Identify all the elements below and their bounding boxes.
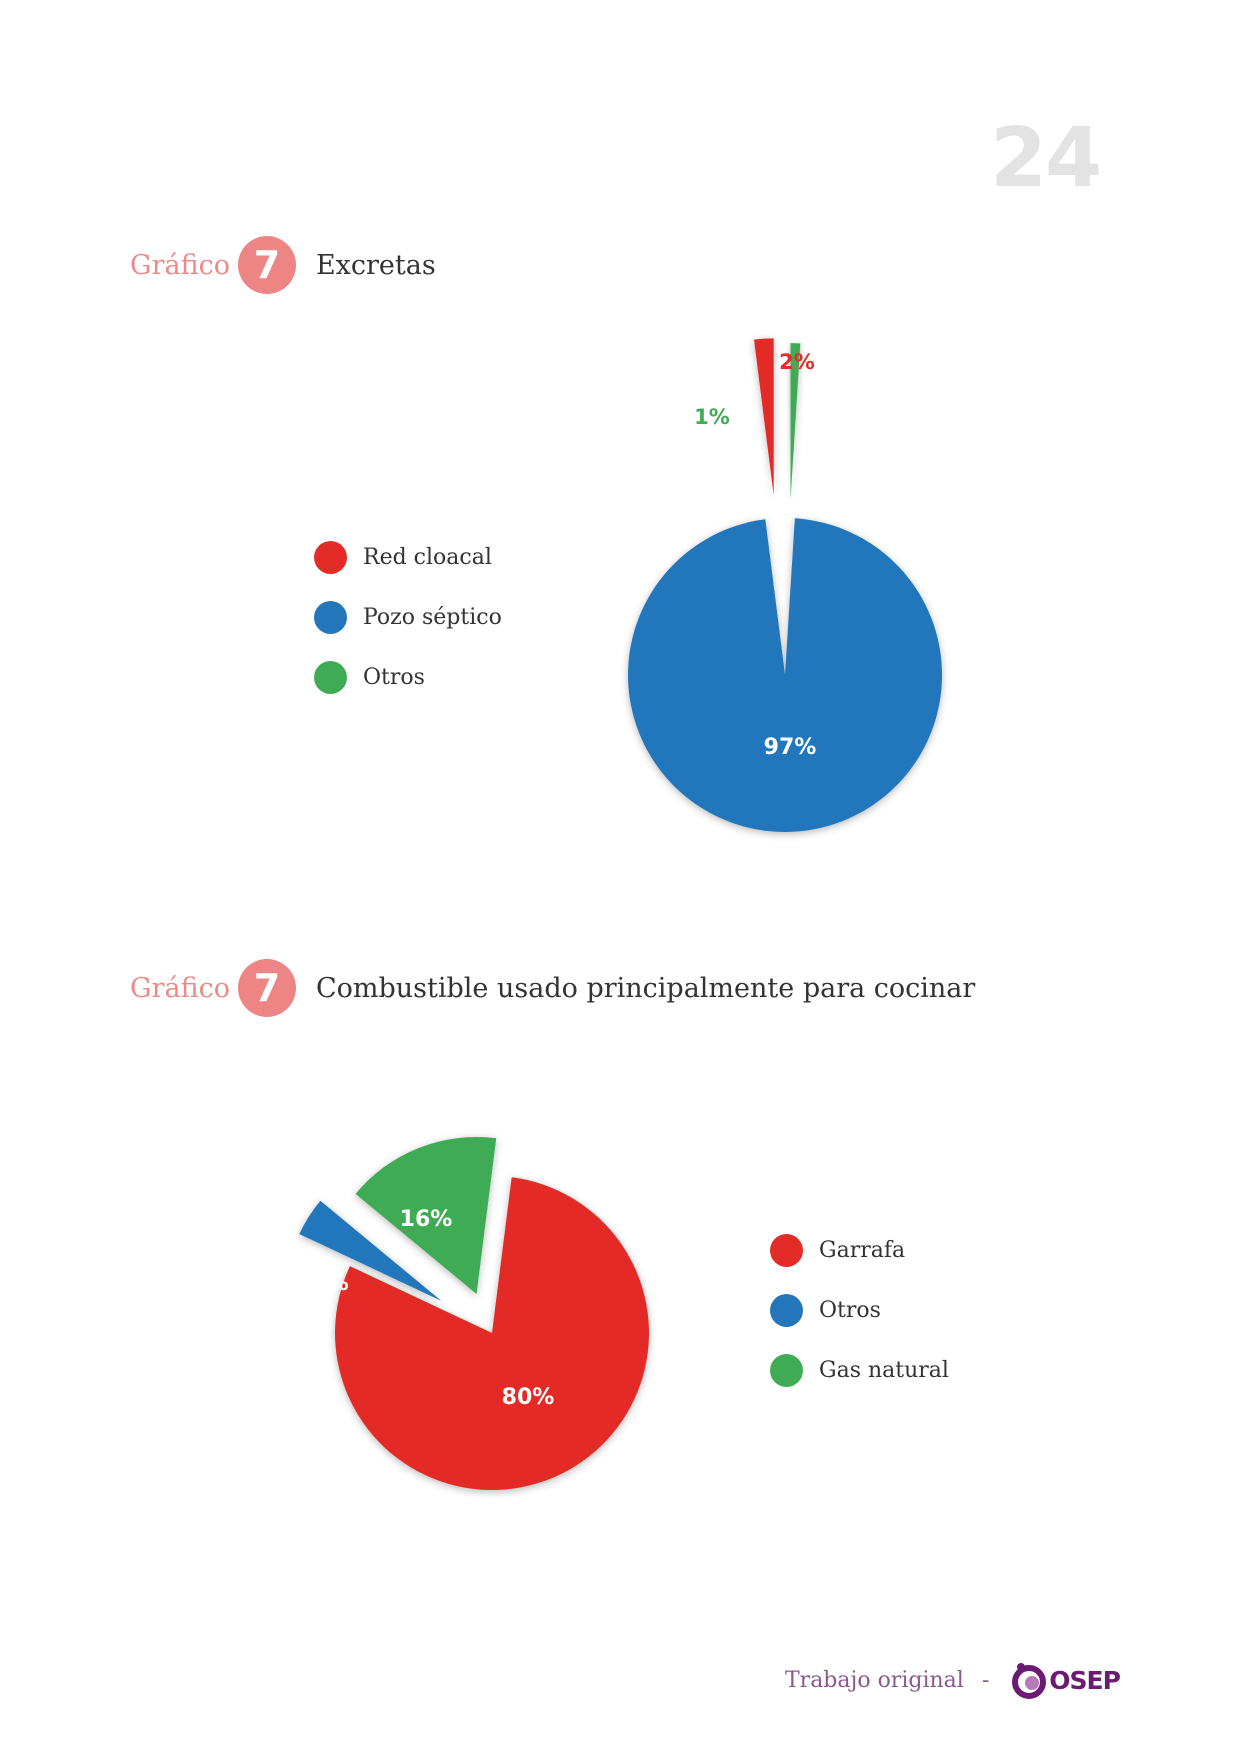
legend-swatch-green: [770, 1353, 803, 1387]
footer-text: Trabajo original: [785, 1667, 964, 1693]
data-label: 80%: [502, 1385, 555, 1410]
legend-label: Otros: [819, 1297, 881, 1323]
page-number: 24: [990, 111, 1102, 206]
legend-label: Gas natural: [819, 1357, 949, 1383]
legend-label: Red cloacal: [363, 544, 492, 570]
data-label: 97%: [764, 735, 817, 760]
legend-swatch-red: [770, 1233, 803, 1267]
legend-label: Pozo séptico: [363, 604, 502, 630]
chart-heading-keyword: Gráfico: [130, 249, 230, 281]
data-label: 1%: [694, 405, 730, 429]
legend-swatch-blue: [314, 600, 347, 634]
legend-swatch-red: [314, 540, 347, 574]
chart-legend-excretas: Red cloacal Pozo séptico Otros: [314, 527, 502, 707]
pie-slice-garrafa: [334, 1177, 649, 1491]
chart-legend-combustible: Garrafa Otros Gas natural: [770, 1220, 949, 1400]
chart-heading-combustible: Gráfico 7 Combustible usado principalmen…: [130, 958, 975, 1018]
page-footer: Trabajo original - OSEP: [785, 1655, 1121, 1705]
legend-label: Otros: [363, 664, 425, 690]
data-label: 16%: [400, 1207, 453, 1232]
pie-slice-otros: [790, 343, 801, 501]
data-label: 4%: [311, 1271, 348, 1296]
pie-slice-red-cloacal: [754, 338, 774, 496]
chart-title: Excretas: [315, 249, 436, 281]
legend-swatch-blue: [770, 1293, 803, 1327]
pie-chart-combustible: 80% 4% 16%: [299, 1136, 649, 1491]
chart-heading-excretas: Gráfico 7 Excretas: [130, 235, 436, 295]
pie-chart-excretas: 97% 2% 1%: [628, 338, 943, 833]
footer-separator: -: [981, 1667, 990, 1693]
chart-heading-keyword: Gráfico: [130, 972, 230, 1004]
legend-item: Otros: [314, 647, 502, 707]
legend-item: Gas natural: [770, 1340, 949, 1400]
osep-logo: OSEP: [1007, 1660, 1121, 1700]
legend-swatch-green: [314, 660, 347, 694]
legend-item: Garrafa: [770, 1220, 949, 1280]
legend-item: Pozo séptico: [314, 587, 502, 647]
osep-logo-icon: [1012, 1663, 1047, 1699]
chart-number-badge: 7: [237, 236, 296, 294]
pie-slice-otros: [299, 1200, 442, 1301]
legend-item: Red cloacal: [314, 527, 502, 587]
pie-slice-pozo-s-ptico: [628, 518, 943, 833]
legend-item: Otros: [770, 1280, 949, 1340]
osep-logo-text: OSEP: [1049, 1665, 1121, 1695]
chart-title: Combustible usado principalmente para co…: [315, 972, 976, 1004]
pie-slice-gas-natural: [355, 1136, 497, 1294]
data-label: 2%: [779, 350, 815, 374]
legend-label: Garrafa: [819, 1237, 906, 1263]
chart-number-badge: 7: [237, 959, 296, 1017]
